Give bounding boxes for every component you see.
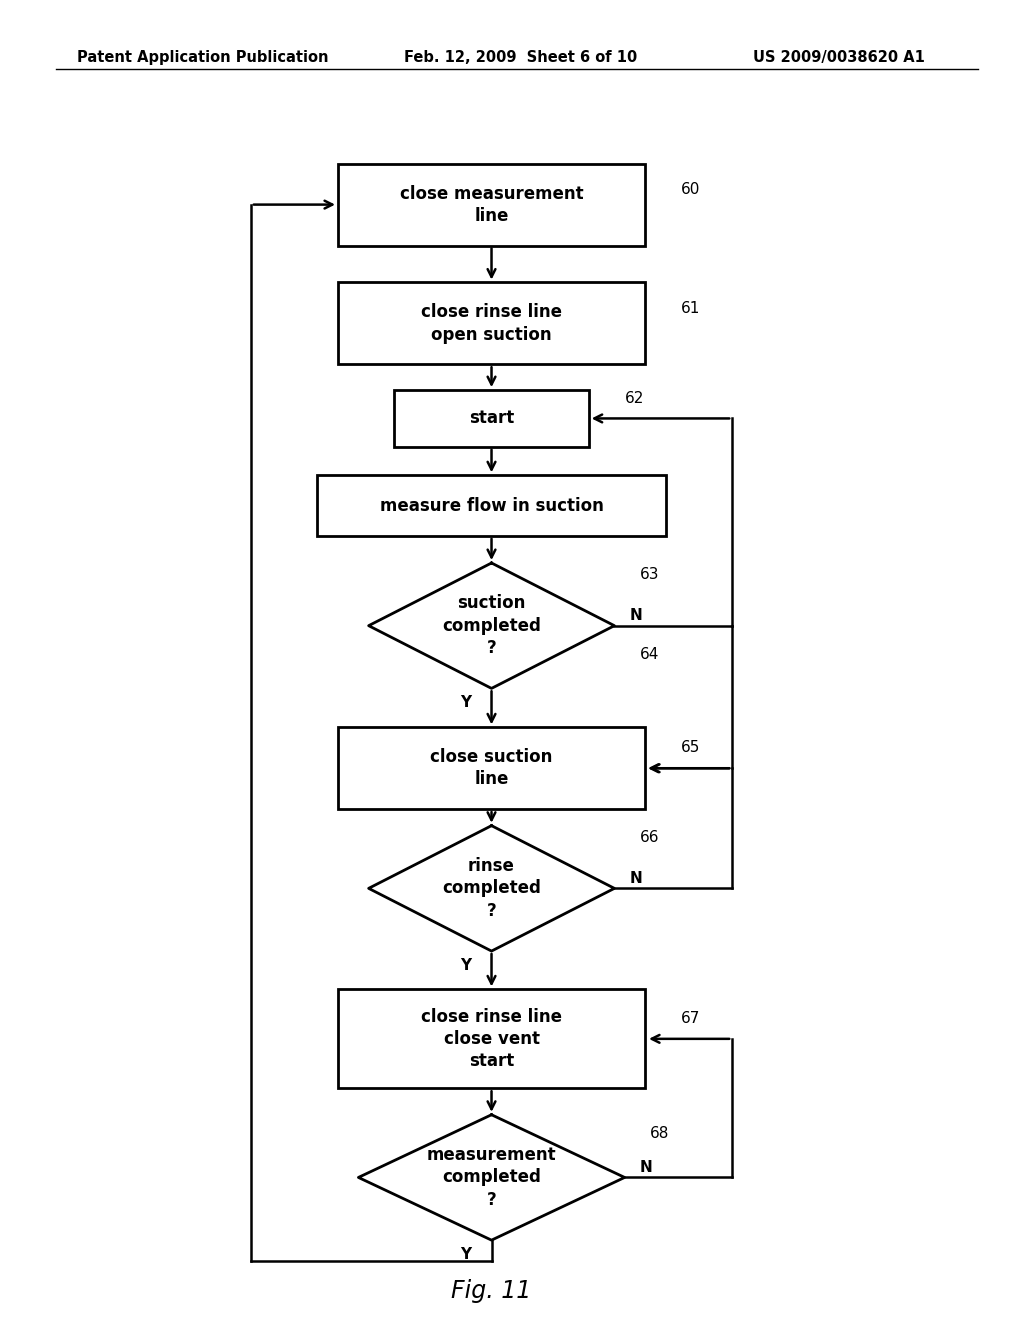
FancyBboxPatch shape (394, 389, 589, 446)
Text: 61: 61 (681, 301, 700, 315)
Text: close rinse line
close vent
start: close rinse line close vent start (421, 1007, 562, 1071)
Text: measure flow in suction: measure flow in suction (380, 496, 603, 515)
Polygon shape (369, 562, 614, 689)
Text: Feb. 12, 2009  Sheet 6 of 10: Feb. 12, 2009 Sheet 6 of 10 (404, 50, 638, 65)
Polygon shape (358, 1114, 625, 1241)
Polygon shape (369, 826, 614, 950)
FancyBboxPatch shape (338, 282, 645, 364)
Text: Y: Y (461, 694, 471, 710)
Text: N: N (640, 1160, 652, 1175)
Text: close rinse line
open suction: close rinse line open suction (421, 304, 562, 343)
Text: suction
completed
?: suction completed ? (442, 594, 541, 657)
FancyBboxPatch shape (317, 475, 666, 536)
FancyBboxPatch shape (338, 990, 645, 1088)
Text: 60: 60 (681, 182, 700, 197)
Text: N: N (630, 609, 642, 623)
Text: Patent Application Publication: Patent Application Publication (77, 50, 329, 65)
Text: start: start (469, 409, 514, 428)
Text: rinse
completed
?: rinse completed ? (442, 857, 541, 920)
Text: US 2009/0038620 A1: US 2009/0038620 A1 (753, 50, 925, 65)
Text: 68: 68 (650, 1126, 670, 1140)
Text: 64: 64 (640, 647, 659, 661)
Text: close suction
line: close suction line (430, 748, 553, 788)
Text: Y: Y (461, 1246, 471, 1262)
Text: close measurement
line: close measurement line (399, 185, 584, 224)
Text: 66: 66 (640, 830, 659, 845)
FancyBboxPatch shape (338, 164, 645, 246)
Text: measurement
completed
?: measurement completed ? (427, 1146, 556, 1209)
Text: 62: 62 (625, 391, 644, 405)
Text: 67: 67 (681, 1011, 700, 1026)
Text: N: N (630, 871, 642, 886)
Text: Fig. 11: Fig. 11 (452, 1279, 531, 1303)
FancyBboxPatch shape (338, 727, 645, 809)
Text: 65: 65 (681, 741, 700, 755)
Text: 63: 63 (640, 568, 659, 582)
Text: Y: Y (461, 957, 471, 973)
